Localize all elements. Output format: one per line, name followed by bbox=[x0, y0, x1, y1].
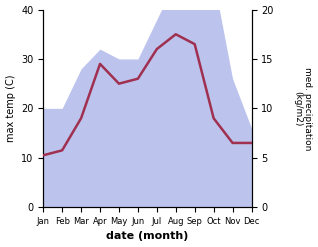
Y-axis label: max temp (C): max temp (C) bbox=[5, 75, 16, 142]
Y-axis label: med. precipitation
(kg/m2): med. precipitation (kg/m2) bbox=[293, 67, 313, 150]
X-axis label: date (month): date (month) bbox=[106, 231, 189, 242]
